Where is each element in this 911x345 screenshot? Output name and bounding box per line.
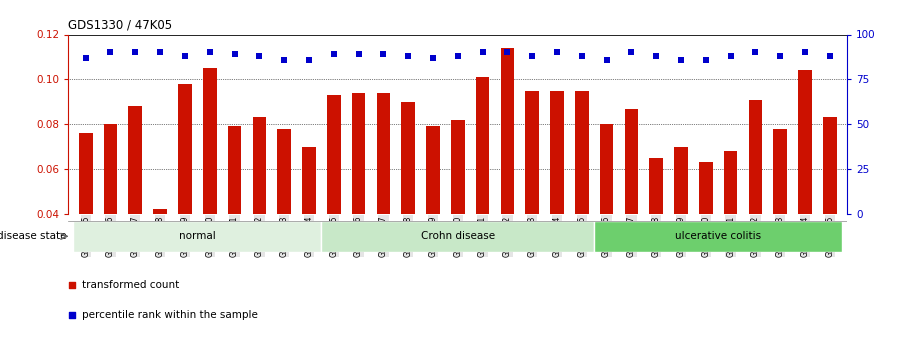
Bar — [575, 90, 589, 304]
Point — [525, 53, 539, 59]
Bar — [178, 84, 191, 304]
Bar — [376, 93, 390, 304]
Bar — [402, 102, 415, 304]
Bar — [451, 120, 465, 304]
Bar — [252, 117, 266, 304]
Point — [748, 50, 763, 55]
Bar — [650, 158, 663, 304]
Point — [227, 51, 241, 57]
Bar — [798, 70, 812, 304]
Point — [549, 50, 564, 55]
Bar — [749, 99, 763, 304]
Point — [798, 50, 813, 55]
Point — [823, 53, 837, 59]
Bar — [128, 106, 142, 304]
Bar — [625, 108, 639, 304]
Bar — [426, 126, 440, 304]
Bar — [550, 90, 564, 304]
Point — [476, 50, 490, 55]
Point — [699, 57, 713, 62]
Point — [401, 53, 415, 59]
Bar — [699, 162, 712, 304]
Point — [352, 51, 366, 57]
Text: Crohn disease: Crohn disease — [421, 231, 495, 241]
Bar — [500, 48, 514, 304]
Text: normal: normal — [179, 231, 216, 241]
Point — [326, 51, 341, 57]
Text: ulcerative colitis: ulcerative colitis — [675, 231, 762, 241]
Bar — [674, 147, 688, 304]
Bar — [327, 95, 341, 304]
Bar — [104, 124, 118, 304]
Bar — [476, 77, 489, 304]
Point — [78, 55, 93, 61]
Text: transformed count: transformed count — [82, 280, 179, 290]
Point — [376, 51, 391, 57]
Bar — [153, 209, 167, 304]
Bar — [724, 151, 738, 304]
Bar — [302, 147, 316, 304]
Point — [103, 50, 118, 55]
Bar — [277, 129, 291, 304]
Point — [624, 50, 639, 55]
Bar — [823, 117, 836, 304]
Point — [302, 57, 316, 62]
Point — [450, 53, 465, 59]
Point — [65, 313, 79, 318]
Point — [65, 282, 79, 288]
Point — [128, 50, 143, 55]
Point — [178, 53, 192, 59]
Point — [153, 50, 168, 55]
Text: GDS1330 / 47K05: GDS1330 / 47K05 — [68, 19, 172, 32]
Point — [202, 50, 217, 55]
Bar — [526, 90, 539, 304]
Bar — [594, 221, 843, 252]
Bar — [228, 126, 241, 304]
Bar — [599, 124, 613, 304]
Text: percentile rank within the sample: percentile rank within the sample — [82, 310, 258, 320]
Point — [277, 57, 292, 62]
Bar — [79, 133, 93, 304]
Point — [773, 53, 787, 59]
Point — [252, 53, 267, 59]
Bar — [773, 129, 787, 304]
Point — [674, 57, 689, 62]
Bar — [352, 93, 365, 304]
Bar — [322, 221, 594, 252]
Point — [723, 53, 738, 59]
Text: disease state: disease state — [0, 231, 67, 241]
Point — [599, 57, 614, 62]
Point — [500, 50, 515, 55]
Bar — [203, 68, 217, 304]
Point — [425, 55, 440, 61]
Point — [649, 53, 663, 59]
Bar — [73, 221, 322, 252]
Point — [575, 53, 589, 59]
